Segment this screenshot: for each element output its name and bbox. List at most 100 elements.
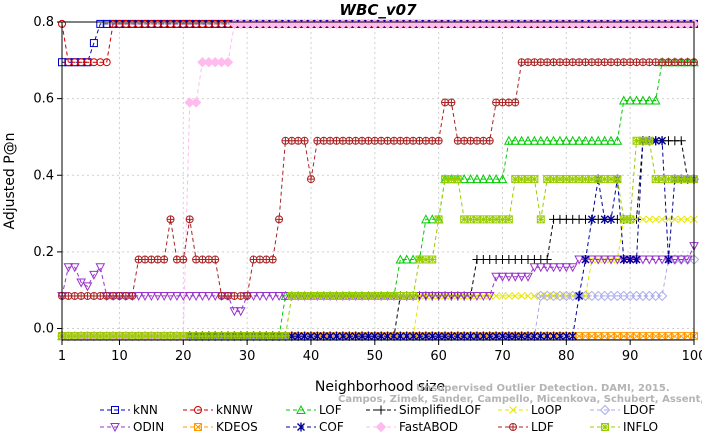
legend-label: FastABOD bbox=[399, 420, 458, 434]
data-point bbox=[313, 331, 322, 341]
data-point bbox=[465, 291, 476, 302]
data-point bbox=[140, 291, 150, 302]
data-point bbox=[77, 58, 86, 67]
y-tick-label: 0.0 bbox=[33, 322, 54, 337]
legend-item-inflo: INFLO bbox=[590, 420, 658, 434]
data-point bbox=[581, 255, 590, 265]
data-point bbox=[433, 291, 444, 302]
y-axis-label: Adjusted P@n bbox=[2, 132, 18, 229]
data-point bbox=[89, 270, 99, 280]
x-tick-label: 90 bbox=[622, 349, 639, 364]
data-point bbox=[517, 292, 526, 300]
data-point bbox=[650, 255, 661, 265]
data-point bbox=[631, 95, 642, 105]
data-point bbox=[656, 290, 668, 302]
legend-label: kNNW bbox=[216, 403, 253, 417]
data-point bbox=[102, 58, 111, 67]
y-tick-label: 0.2 bbox=[33, 245, 54, 260]
data-point bbox=[626, 255, 635, 265]
legend-swatch-marker bbox=[601, 423, 609, 431]
legend-swatch-marker bbox=[111, 406, 119, 414]
series-simplifiedlof bbox=[57, 136, 699, 341]
data-point bbox=[408, 254, 418, 264]
data-point bbox=[421, 291, 431, 302]
data-point bbox=[172, 291, 182, 302]
data-point bbox=[555, 263, 565, 273]
data-point bbox=[497, 174, 508, 184]
legend-item-lof: LOF bbox=[286, 403, 342, 417]
data-point bbox=[638, 95, 648, 105]
data-point bbox=[179, 19, 188, 28]
data-point bbox=[529, 263, 540, 273]
data-point bbox=[645, 215, 654, 224]
data-point bbox=[568, 331, 577, 341]
data-point bbox=[530, 292, 539, 300]
legend-item-knn: kNN bbox=[100, 403, 158, 417]
series-odin bbox=[57, 242, 699, 317]
data-point bbox=[255, 291, 265, 302]
x-tick-label: 80 bbox=[558, 349, 575, 364]
data-point bbox=[421, 214, 431, 224]
data-point bbox=[96, 19, 105, 28]
legend-label: ODIN bbox=[133, 420, 164, 434]
data-point bbox=[203, 291, 214, 302]
data-point bbox=[466, 292, 475, 300]
legend-item-odin: ODIN bbox=[100, 420, 164, 434]
data-point bbox=[275, 215, 284, 224]
data-point bbox=[612, 255, 623, 265]
data-point bbox=[377, 331, 386, 341]
series-loop bbox=[58, 215, 698, 341]
data-point bbox=[523, 135, 533, 145]
data-point bbox=[192, 19, 201, 28]
data-point bbox=[581, 58, 590, 67]
data-point bbox=[243, 291, 252, 300]
legend-label: COF bbox=[319, 420, 344, 434]
data-point bbox=[574, 255, 584, 265]
data-point bbox=[682, 255, 693, 265]
data-point bbox=[664, 58, 673, 67]
data-point bbox=[109, 19, 118, 28]
data-point bbox=[516, 135, 527, 145]
legend-swatch-marker bbox=[509, 406, 517, 414]
data-point bbox=[536, 215, 545, 224]
legend-item-kdeos: KDEOS bbox=[183, 420, 258, 434]
data-point bbox=[415, 292, 424, 300]
data-point bbox=[434, 331, 443, 341]
data-point bbox=[517, 331, 526, 341]
data-point bbox=[574, 135, 584, 145]
data-point bbox=[447, 98, 456, 107]
legend-swatch-marker bbox=[194, 423, 202, 431]
series-line-simplifiedlof bbox=[62, 140, 694, 337]
y-axis: 0.0 0.2 0.4 0.6 0.8 bbox=[33, 15, 62, 337]
data-point bbox=[383, 331, 392, 341]
data-point bbox=[422, 292, 430, 300]
data-point bbox=[89, 58, 98, 67]
data-point bbox=[567, 263, 578, 273]
data-point bbox=[549, 58, 558, 67]
data-point bbox=[166, 215, 175, 224]
data-point bbox=[409, 331, 418, 341]
data-point bbox=[147, 19, 156, 28]
data-point bbox=[389, 331, 398, 341]
legend-label: LOF bbox=[319, 403, 342, 417]
data-point bbox=[599, 135, 610, 145]
data-point bbox=[434, 136, 443, 145]
data-point bbox=[332, 331, 341, 341]
data-point bbox=[280, 291, 291, 302]
series-inflo bbox=[58, 136, 698, 341]
legend-swatch-marker bbox=[194, 406, 202, 414]
data-point bbox=[542, 263, 553, 273]
data-point bbox=[152, 291, 163, 302]
data-point bbox=[465, 174, 476, 184]
data-point bbox=[618, 95, 629, 105]
y-tick-label: 0.8 bbox=[33, 15, 54, 30]
data-point bbox=[632, 215, 641, 224]
data-point bbox=[172, 19, 181, 28]
data-point bbox=[441, 331, 450, 341]
data-point bbox=[364, 331, 373, 341]
x-tick-label: 10 bbox=[111, 349, 128, 364]
data-point bbox=[524, 331, 533, 341]
data-point bbox=[235, 307, 246, 317]
data-point bbox=[453, 331, 462, 341]
